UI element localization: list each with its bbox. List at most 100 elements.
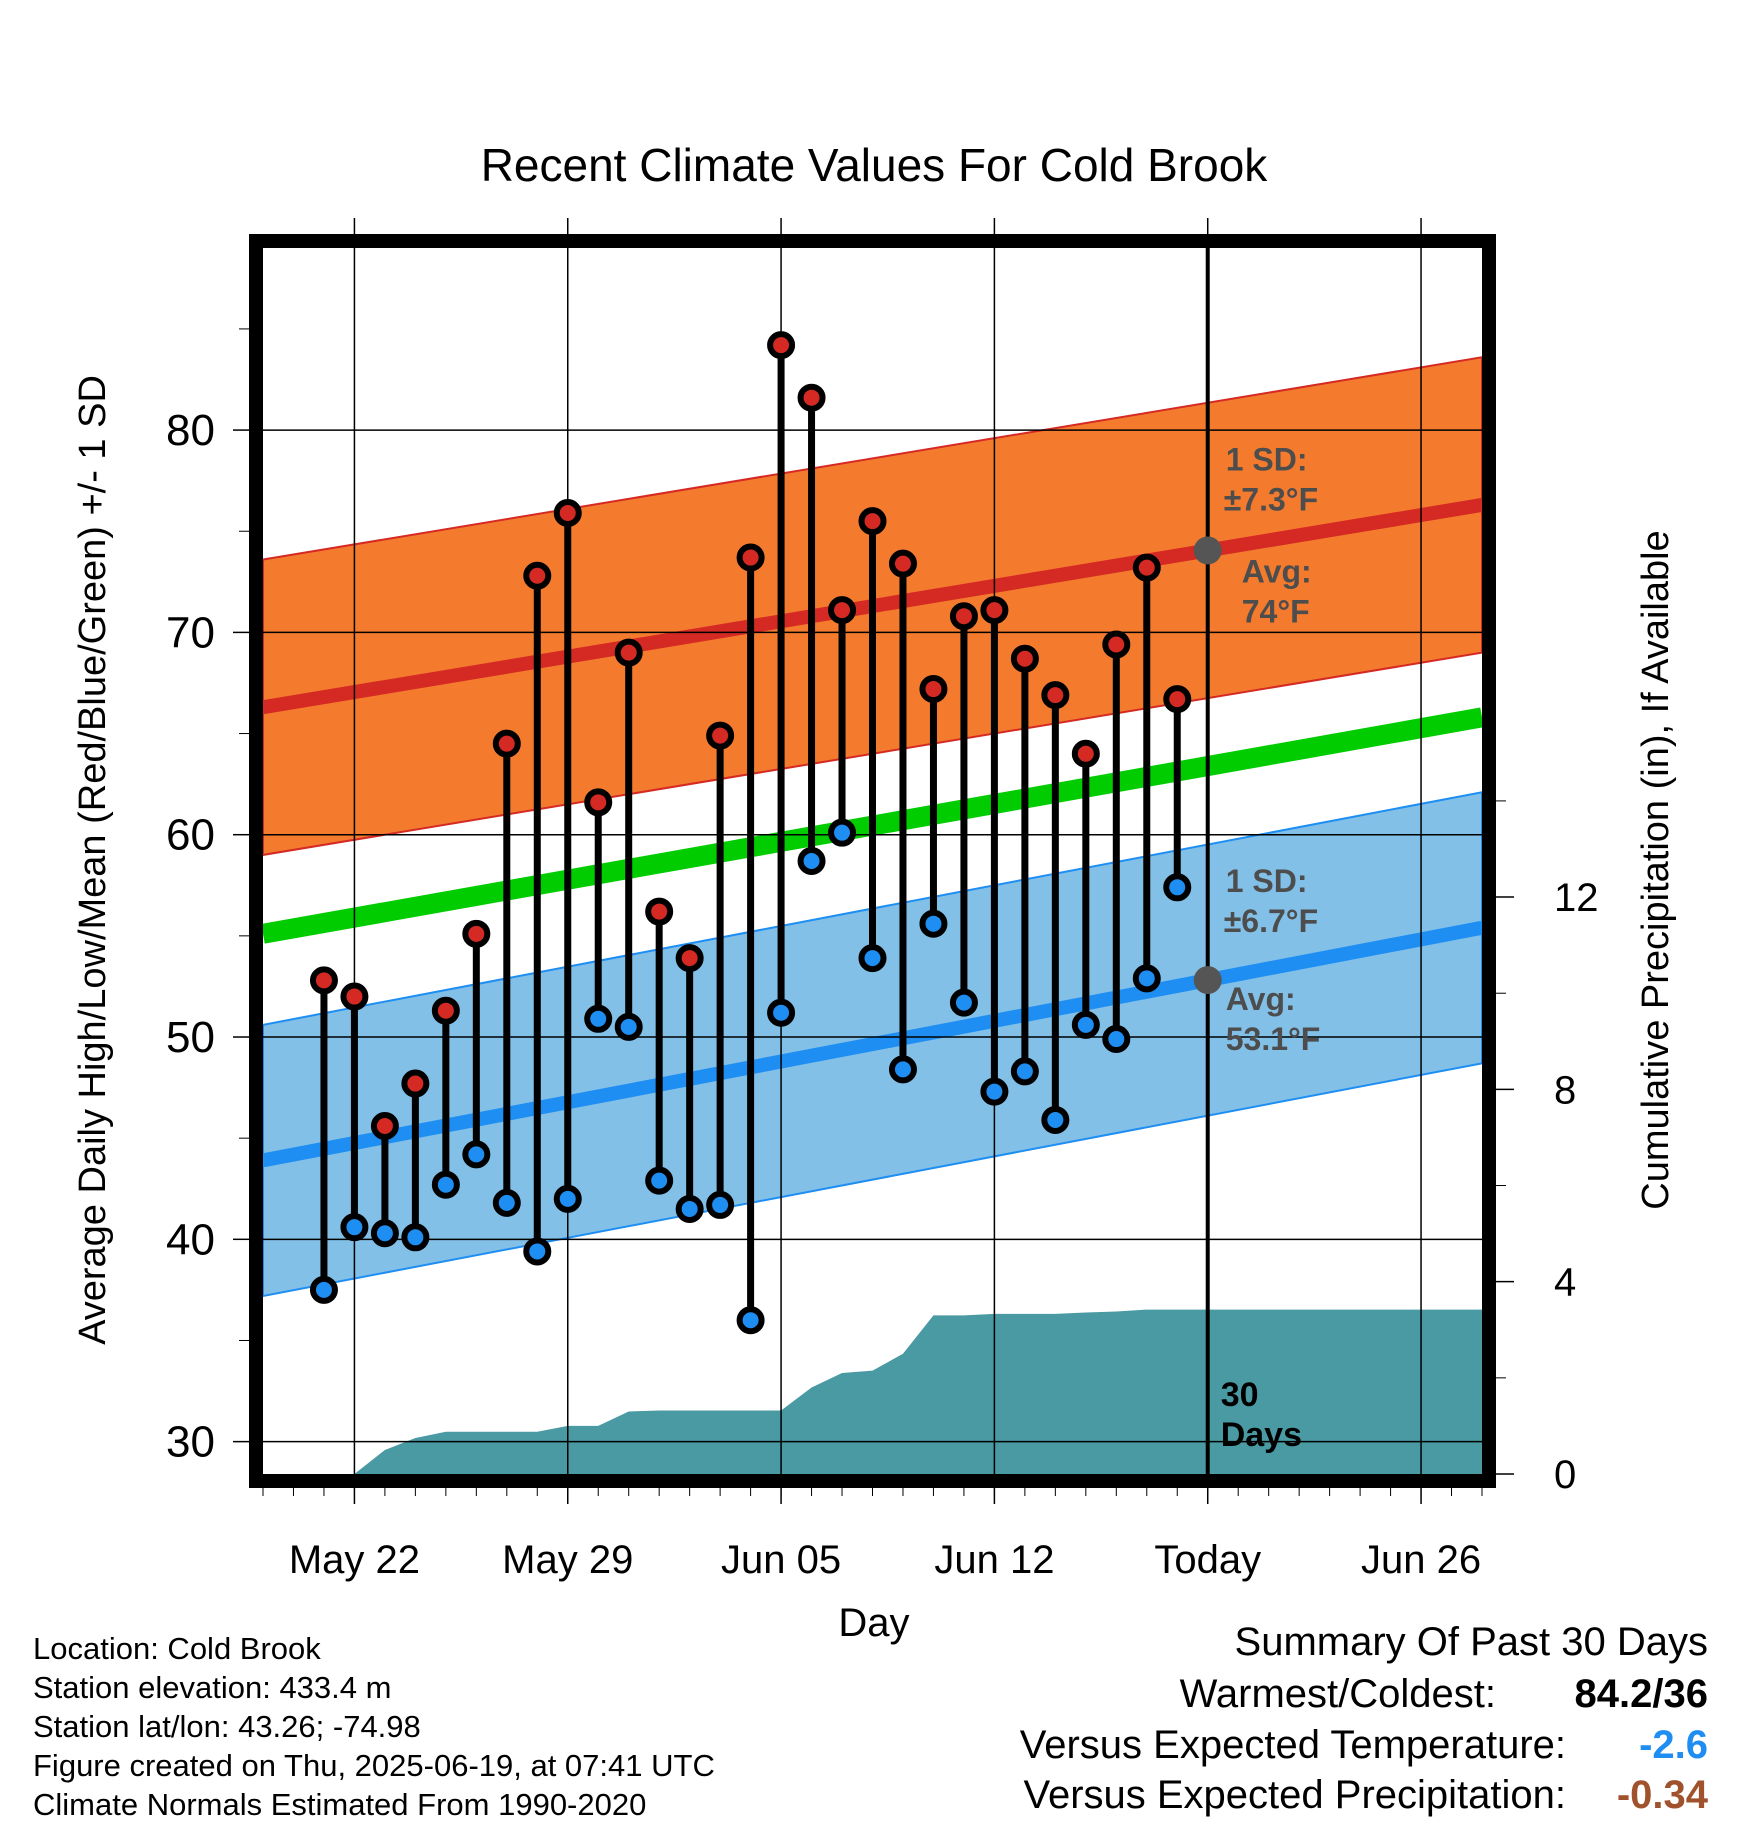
low-point bbox=[980, 1077, 1009, 1106]
low-point bbox=[462, 1140, 491, 1169]
high-avg-value: 74°F bbox=[1242, 593, 1310, 629]
low-sd-value: ±6.7°F bbox=[1224, 903, 1318, 939]
plot-area: 1 SD: ±7.3°F Avg: 74°F 1 SD: ±6.7°F Avg: 53.1°F… bbox=[166, 218, 1599, 1582]
info-latlon: Station lat/lon: 43.26; -74.98 bbox=[33, 1709, 421, 1744]
low-point bbox=[584, 1004, 613, 1033]
y2-axis-label: Cumulative Precipitation (in), If Availa… bbox=[1635, 530, 1677, 1209]
info-created: Figure created on Thu, 2025-06-19, at 07… bbox=[33, 1748, 715, 1783]
high-point bbox=[675, 944, 704, 973]
low-sd-label: 1 SD: bbox=[1226, 863, 1308, 899]
today-low-avg-marker bbox=[1193, 966, 1222, 995]
summary-warm-cold-value: 84.2/36 bbox=[1574, 1672, 1708, 1716]
summary-temp-label: Versus Expected Temperature: bbox=[1019, 1723, 1566, 1767]
x-axis-label: Day bbox=[838, 1601, 909, 1645]
y-tick-label: 50 bbox=[166, 1013, 215, 1062]
y2-tick-label: 12 bbox=[1554, 876, 1599, 920]
high-point bbox=[370, 1112, 399, 1141]
high-point bbox=[431, 996, 460, 1025]
high-point bbox=[1132, 553, 1161, 582]
x-tick-label: May 29 bbox=[502, 1538, 633, 1582]
summary-precip-label: Versus Expected Precipitation: bbox=[1023, 1773, 1566, 1817]
high-point bbox=[340, 982, 369, 1011]
high-point bbox=[645, 897, 674, 926]
summary-precip-value: -0.34 bbox=[1616, 1773, 1708, 1817]
high-point bbox=[1041, 681, 1070, 710]
low-point bbox=[888, 1055, 917, 1084]
x-tick-label: Jun 05 bbox=[721, 1538, 841, 1582]
x-tick-label: Jun 12 bbox=[934, 1538, 1054, 1582]
low-point bbox=[828, 818, 857, 847]
low-avg-value: 53.1°F bbox=[1226, 1021, 1321, 1057]
x-tick-label: Jun 26 bbox=[1361, 1538, 1481, 1582]
plot-frame bbox=[249, 234, 1496, 1488]
y2-tick-label: 4 bbox=[1554, 1261, 1576, 1305]
info-location: Location: Cold Brook bbox=[33, 1631, 321, 1666]
high-point bbox=[767, 331, 796, 360]
y-tick-label: 40 bbox=[166, 1215, 215, 1264]
high-point bbox=[492, 729, 521, 758]
low-point bbox=[1041, 1105, 1070, 1134]
chart-title: Recent Climate Values For Cold Brook bbox=[481, 139, 1269, 191]
high-avg-label: Avg: bbox=[1242, 553, 1312, 589]
info-elevation: Station elevation: 433.4 m bbox=[33, 1670, 392, 1705]
low-point bbox=[431, 1170, 460, 1199]
low-point bbox=[401, 1223, 430, 1252]
low-point bbox=[553, 1184, 582, 1213]
low-point bbox=[1102, 1025, 1131, 1054]
low-avg-label: Avg: bbox=[1226, 981, 1296, 1017]
high-point bbox=[919, 675, 948, 704]
summary-temp-value: -2.6 bbox=[1639, 1723, 1708, 1767]
high-point bbox=[1163, 685, 1192, 714]
high-sd-label: 1 SD: bbox=[1226, 441, 1308, 477]
today-days-number: 30 bbox=[1221, 1376, 1259, 1414]
high-sd-value: ±7.3°F bbox=[1224, 481, 1318, 517]
today-high-avg-marker bbox=[1193, 536, 1222, 565]
low-point bbox=[492, 1188, 521, 1217]
high-point bbox=[828, 596, 857, 625]
high-point bbox=[584, 788, 613, 817]
low-point bbox=[797, 847, 826, 875]
high-point bbox=[553, 499, 582, 528]
low-point bbox=[523, 1237, 552, 1266]
high-point bbox=[797, 383, 826, 412]
low-point bbox=[949, 988, 978, 1017]
high-point bbox=[401, 1069, 430, 1098]
x-tick-label: Today bbox=[1154, 1538, 1261, 1582]
high-point bbox=[614, 638, 643, 667]
summary-warm-cold-label: Warmest/Coldest: bbox=[1179, 1672, 1496, 1716]
plot-clipped bbox=[263, 248, 1482, 1474]
high-point bbox=[858, 507, 887, 536]
y-tick-label: 70 bbox=[166, 608, 215, 657]
low-point bbox=[736, 1306, 765, 1335]
low-point bbox=[767, 998, 796, 1027]
low-point bbox=[675, 1194, 704, 1223]
low-point bbox=[1132, 964, 1161, 993]
high-point bbox=[949, 602, 978, 631]
low-point bbox=[1071, 1010, 1100, 1039]
low-point bbox=[370, 1219, 399, 1248]
high-point bbox=[1010, 644, 1039, 673]
precip-area bbox=[354, 1309, 1482, 1474]
high-point bbox=[523, 561, 552, 590]
low-point bbox=[645, 1166, 674, 1195]
y-axis-label: Average Daily High/Low/Mean (Red/Blue/Gr… bbox=[72, 375, 114, 1345]
y2-tick-label: 0 bbox=[1554, 1453, 1576, 1497]
x-tick-label: May 22 bbox=[289, 1538, 420, 1582]
high-point bbox=[1071, 739, 1100, 768]
summary-heading: Summary Of Past 30 Days bbox=[1234, 1620, 1708, 1664]
low-point bbox=[1163, 873, 1192, 902]
high-point bbox=[888, 549, 917, 578]
high-point bbox=[736, 543, 765, 572]
normal-low-line bbox=[263, 920, 1482, 1168]
low-point bbox=[1010, 1057, 1039, 1086]
low-point bbox=[858, 944, 887, 973]
y-tick-label: 80 bbox=[166, 406, 215, 455]
low-point bbox=[614, 1012, 643, 1041]
high-point bbox=[1102, 630, 1131, 659]
y2-tick-label: 8 bbox=[1554, 1068, 1576, 1112]
high-point bbox=[706, 721, 735, 750]
y-tick-label: 60 bbox=[166, 811, 215, 860]
low-point bbox=[340, 1213, 369, 1242]
low-point bbox=[309, 1275, 338, 1304]
